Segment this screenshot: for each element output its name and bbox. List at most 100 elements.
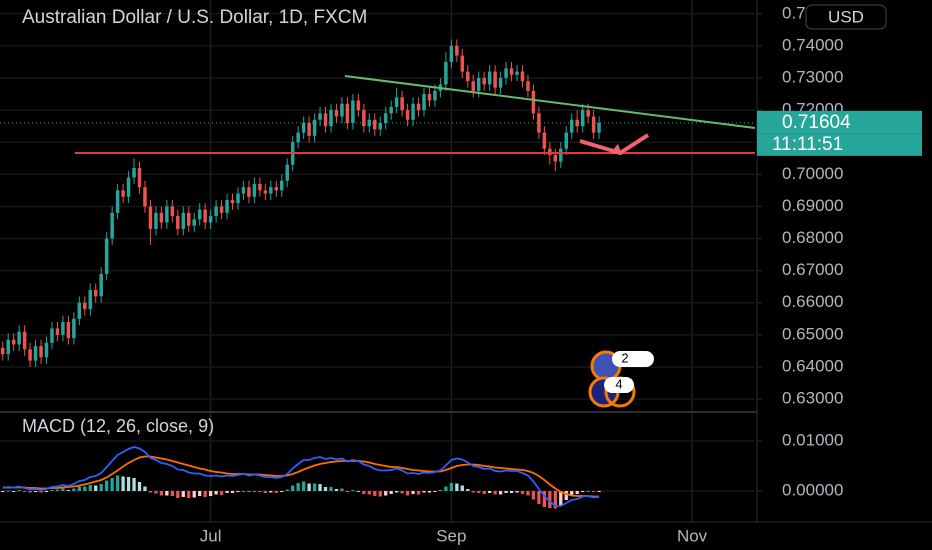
candle-body [225, 200, 229, 213]
candle-body [455, 45, 459, 56]
event-badge [612, 351, 654, 367]
histogram-bar [367, 491, 371, 495]
histogram-bar [520, 491, 525, 494]
histogram-bar [345, 491, 350, 492]
candle-body [55, 328, 60, 335]
histogram-bar [323, 487, 328, 491]
histogram-bar [72, 488, 76, 491]
candle-body [586, 110, 590, 117]
histogram-bar [416, 491, 421, 495]
candle-body [389, 106, 393, 114]
histogram-bar [263, 491, 267, 493]
candle-body [569, 119, 574, 133]
histogram-bar [66, 490, 71, 491]
candle-body [280, 180, 284, 191]
candle-body [72, 318, 76, 339]
candle-body [405, 110, 410, 120]
candle-body [208, 216, 213, 223]
histogram-bar [258, 491, 262, 492]
candle-body [296, 132, 300, 143]
histogram-bar [422, 491, 426, 493]
histogram-bar [12, 491, 16, 492]
candle-body [181, 212, 186, 229]
candle-body [197, 209, 202, 220]
candle-body [269, 187, 273, 194]
candle-body [383, 113, 388, 123]
histogram-bar [400, 491, 404, 494]
candle-body [542, 132, 547, 149]
histogram-bar [148, 491, 153, 493]
currency-button[interactable]: USD [805, 4, 887, 30]
events: 2 4 [588, 350, 654, 408]
histogram-bar [94, 485, 98, 491]
x-tick-label: Jul [200, 526, 222, 545]
candle-body [148, 206, 153, 229]
candle-body [6, 339, 10, 355]
candle-body [323, 113, 328, 127]
candle-body [591, 116, 596, 133]
histogram-bar [137, 482, 142, 491]
candle-body [285, 164, 289, 181]
histogram-bar [362, 491, 366, 494]
candle-body [537, 113, 541, 133]
histogram-bar [575, 491, 579, 494]
trend-line [344, 75, 756, 129]
candle-body [247, 187, 251, 197]
histogram-bar [455, 483, 459, 491]
histogram-bar [176, 491, 180, 498]
candle-body [340, 103, 344, 117]
candle-body [307, 122, 311, 136]
x-tick-label: Nov [677, 526, 708, 545]
candle-body [466, 71, 470, 82]
histogram-bar [6, 490, 10, 492]
histogram-bar [214, 491, 218, 495]
histogram-bar [405, 491, 410, 496]
histogram-bar [181, 491, 185, 497]
candle-body [498, 78, 503, 88]
candle-body [50, 328, 54, 343]
histogram-bar [504, 491, 508, 493]
histogram-bar [17, 490, 21, 491]
histogram-bar [203, 491, 207, 497]
candle-body [460, 55, 465, 72]
y-tick-label: 0.65000 [782, 324, 843, 343]
candle-body [241, 187, 246, 194]
histogram-bar [460, 485, 464, 491]
histogram-bar [378, 491, 382, 497]
candle-body [219, 206, 224, 213]
histogram-bar [22, 491, 27, 492]
histogram-bar [55, 489, 60, 491]
candle-body [422, 94, 426, 111]
histogram-bar [329, 487, 333, 491]
candle-body [66, 322, 71, 339]
candle-body [334, 110, 339, 117]
histogram-bar [1, 491, 5, 492]
histogram-bar [537, 491, 541, 504]
histogram-bar [548, 491, 552, 508]
histogram-bar [515, 491, 519, 493]
histogram-bar [252, 491, 257, 492]
candle-body [548, 148, 552, 156]
currency-button-label[interactable]: USD [828, 7, 864, 26]
candle-body [110, 212, 114, 239]
histogram-bar [351, 490, 355, 491]
candle-body [154, 212, 158, 229]
candle-body [28, 349, 32, 361]
candle-body [564, 132, 569, 149]
candle-body [104, 238, 109, 274]
candle-body [176, 216, 180, 229]
candle-body [509, 68, 514, 75]
candle-body [433, 90, 437, 101]
histogram-bar [83, 486, 87, 491]
candle-body [504, 68, 508, 79]
histogram-bar [553, 491, 557, 509]
candle-body [192, 219, 196, 226]
candle-body [77, 302, 82, 319]
histogram-bar [192, 491, 196, 498]
histogram-bar [482, 491, 486, 494]
y-tick-label: 0.64000 [782, 356, 843, 375]
candle-body [99, 273, 103, 297]
currency-button-frame[interactable] [805, 4, 887, 30]
